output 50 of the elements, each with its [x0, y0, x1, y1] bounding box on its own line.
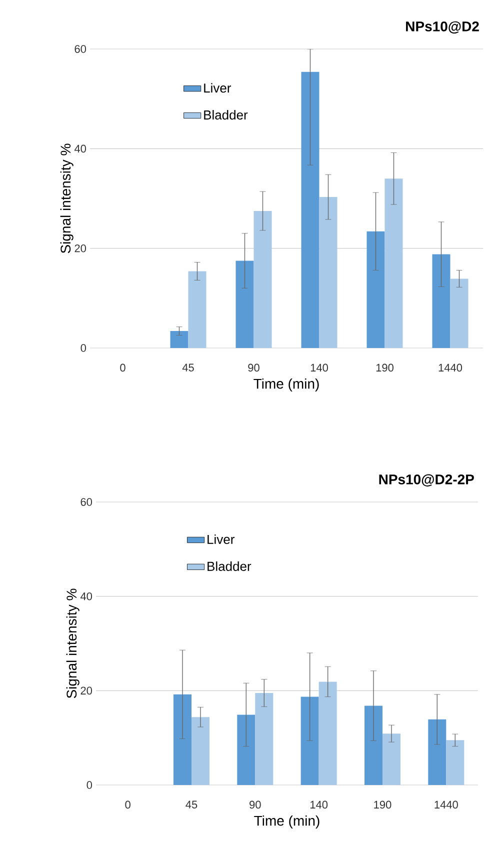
- legend-label: Liver: [204, 83, 232, 93]
- bar: [170, 331, 188, 348]
- x-tick-label: 45: [186, 800, 198, 808]
- chart-title: NPs10@D2-2P: [379, 474, 474, 486]
- bar: [450, 278, 468, 348]
- bar: [191, 717, 210, 785]
- legend-label: Bladder: [204, 110, 248, 120]
- chart-title: NPs10@D2: [406, 21, 479, 34]
- x-tick-label: 0: [125, 800, 130, 809]
- bar: [255, 693, 274, 785]
- x-tick-label: 1440: [434, 800, 458, 809]
- y-tick-label: 40: [74, 144, 86, 153]
- bar: [366, 231, 385, 348]
- x-axis-title: Time (min): [254, 378, 319, 392]
- x-axis-title: Time (min): [254, 815, 320, 828]
- bar: [446, 740, 464, 785]
- x-tick-label: 140: [310, 800, 328, 809]
- bar: [300, 696, 319, 785]
- bar: [173, 694, 192, 785]
- legend-label: Liver: [208, 534, 234, 544]
- y-tick-label: 60: [74, 45, 86, 53]
- x-tick-label: 90: [248, 364, 260, 372]
- y-axis-title: Signal intensity %: [66, 588, 80, 698]
- x-tick-label: 190: [374, 800, 392, 809]
- y-tick-label: 20: [80, 686, 92, 695]
- y-tick-label: 60: [80, 498, 92, 506]
- x-tick-label: 0: [120, 364, 126, 372]
- x-tick-label: 45: [182, 364, 194, 372]
- x-tick-label: 190: [376, 364, 394, 372]
- bar: [188, 271, 206, 348]
- bar: [432, 254, 450, 348]
- bar: [254, 210, 272, 348]
- legend-label: Bladder: [208, 561, 252, 571]
- bar: [428, 719, 446, 785]
- y-tick-label: 40: [80, 592, 92, 600]
- bar: [318, 682, 337, 785]
- x-tick-label: 90: [250, 800, 261, 809]
- x-tick-label: 140: [310, 364, 328, 372]
- bar: [237, 714, 256, 785]
- bar: [301, 72, 320, 348]
- y-tick-label: 0: [80, 344, 86, 352]
- x-tick-label: 1440: [438, 364, 462, 372]
- bar: [364, 706, 382, 785]
- bar: [236, 260, 254, 348]
- bar: [382, 734, 400, 785]
- y-axis-title: Signal intensity %: [60, 144, 74, 254]
- y-tick-label: 20: [74, 244, 86, 252]
- y-tick-label: 0: [86, 781, 92, 789]
- bar: [384, 178, 403, 348]
- bar: [319, 197, 338, 348]
